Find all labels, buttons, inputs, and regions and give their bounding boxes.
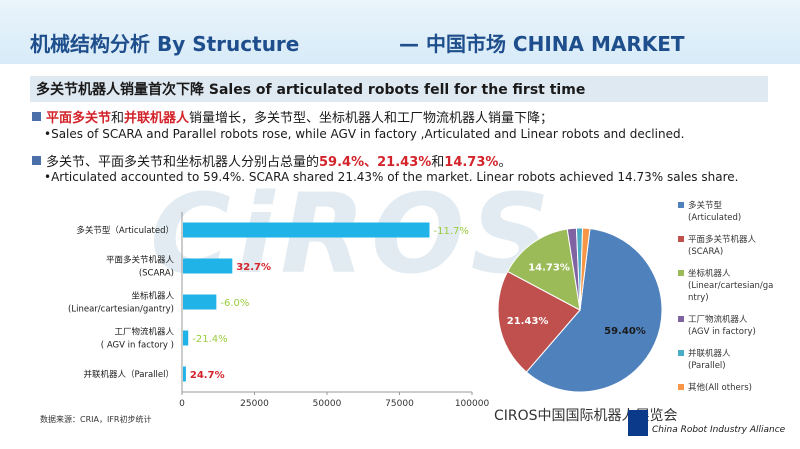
pie-legend-label: 其他(All others) <box>688 382 752 393</box>
bar-category-label: 坐标机器人 <box>131 291 174 302</box>
pie-legend-label: (AGV in factory) <box>688 327 756 337</box>
pie-data-label: 21.43% <box>507 316 549 327</box>
bar-data-label: -6.0% <box>220 298 249 309</box>
page-title-right: — 中国市场 CHINA MARKET <box>399 32 685 56</box>
pie-legend-swatch <box>678 384 684 390</box>
pie-slice-0 <box>525 228 663 393</box>
bullet-2-suffix: 。 <box>498 155 512 170</box>
bar-category-label: 平面多关节机器人 <box>106 255 175 266</box>
pie-legend-label: (Parallel) <box>688 361 726 371</box>
pie-legend-label: 多关节型 <box>688 200 723 211</box>
bar-x-tick-label: 50000 <box>313 399 342 409</box>
bullet-2-pct-1: 59.4%、21.43% <box>319 155 432 170</box>
bar-data-label: 32.7% <box>236 262 271 273</box>
pie-legend-label: (Articulated) <box>688 213 741 223</box>
data-source: 数据来源：CRIA，IFR初步统计 <box>40 415 152 424</box>
bar-4 <box>183 366 186 382</box>
pie-legend-label: 坐标机器人 <box>688 268 731 279</box>
bullet-2-mid: 和 <box>431 155 445 170</box>
bar-category-label: (SCARA) <box>139 269 174 279</box>
logo-en: China Robot Industry Alliance <box>652 425 786 435</box>
logo-cn: CIROS中国国际机器人展览会 <box>494 408 678 424</box>
bar-x-tick-label: 0 <box>179 399 185 409</box>
bar-data-label: -21.4% <box>192 334 227 345</box>
bullet-1-highlight-2: 并联机器人 <box>124 111 190 126</box>
pie-legend-label: ntry) <box>688 293 709 303</box>
pie-legend-swatch <box>678 270 684 276</box>
bar-category-label: ( AGV in factory ) <box>101 341 174 351</box>
bullet-square-icon <box>32 112 41 121</box>
bar-1 <box>183 258 233 274</box>
bar-3 <box>183 330 189 346</box>
bar-0 <box>183 222 430 238</box>
bullet-2-en: •Articulated accounted to 59.4%. SCARA s… <box>44 170 739 184</box>
bullet-square-icon <box>32 156 41 165</box>
bullet-1-rest: 销量增长，多关节型、坐标机器人和工厂物流机器人销量下降； <box>189 111 554 126</box>
bar-2 <box>183 294 217 310</box>
bar-x-tick-label: 100000 <box>455 399 490 409</box>
bar-x-tick-label: 25000 <box>240 399 269 409</box>
subtitle-bar: 多关节机器人销量首次下降 Sales of articulated robots… <box>30 76 768 102</box>
pie-legend-label: (Linear/cartesian/ga <box>688 281 773 291</box>
pie-legend-swatch <box>678 236 684 242</box>
subtitle: 多关节机器人销量首次下降 Sales of articulated robots… <box>36 82 586 98</box>
bar-category-label: 多关节型（Articulated） <box>76 225 174 236</box>
bullet-1: 平面多关节和并联机器人销量增长，多关节型、坐标机器人和工厂物流机器人销量下降； <box>32 107 553 126</box>
pie-legend-label: 并联机器人 <box>688 348 731 359</box>
bullet-1-highlight-1: 平面多关节 <box>46 111 112 126</box>
bullet-2-pct-2: 14.73% <box>444 155 499 170</box>
bullet-2: 多关节、平面多关节和坐标机器人分别占总量的59.4%、21.43%和14.73%… <box>32 151 511 170</box>
pie-legend-swatch <box>678 316 684 322</box>
bar-category-label: 并联机器人（Parallel） <box>84 369 174 380</box>
bar-x-tick-label: 75000 <box>385 399 414 409</box>
pie-data-label: 14.73% <box>528 263 570 274</box>
bar-category-label: 工厂物流机器人 <box>114 327 174 338</box>
pie-legend-label: (SCARA) <box>688 247 723 257</box>
bar-category-label: (Linear/cartesian/gantry) <box>68 305 174 315</box>
bullet-2-prefix: 多关节、平面多关节和坐标机器人分别占总量的 <box>46 155 320 170</box>
bar-data-label: -11.7% <box>434 226 469 237</box>
pie-data-label: 59.40% <box>604 326 646 337</box>
alliance-logo-icon <box>628 410 648 436</box>
header-bar: 机械结构分析 By Structure — 中国市场 CHINA MARKET <box>0 0 800 64</box>
pie-slice-2 <box>506 228 581 311</box>
pie-slice-5 <box>579 227 591 311</box>
pie-legend-swatch <box>678 350 684 356</box>
page-title: 机械结构分析 By Structure <box>30 32 300 56</box>
pie-legend-label: 平面多关节机器人 <box>688 234 757 245</box>
bar-data-label: 24.7% <box>190 370 225 381</box>
pie-slice-1 <box>497 270 581 373</box>
pie-legend-swatch <box>678 202 684 208</box>
bullet-1-mid: 和 <box>111 111 125 126</box>
bullet-1-en: •Sales of SCARA and Parallel robots rose… <box>44 127 685 141</box>
pie-legend-label: 工厂物流机器人 <box>688 314 748 325</box>
